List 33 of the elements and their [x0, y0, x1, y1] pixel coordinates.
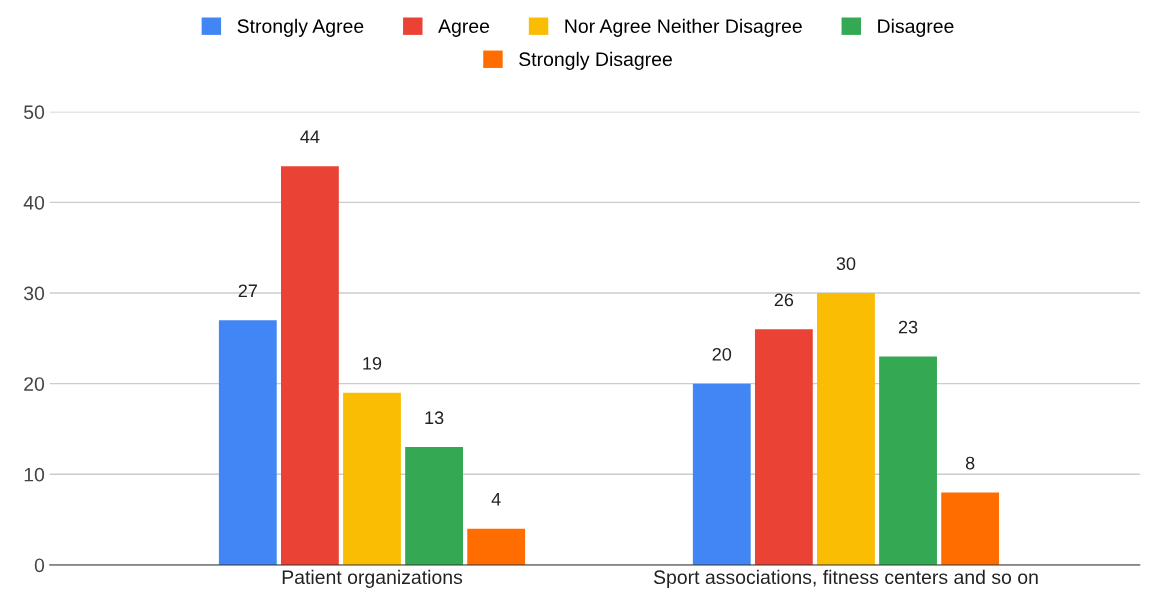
y-tick-label: 50 [24, 105, 45, 120]
data-label: 30 [836, 257, 856, 271]
legend-label: Agree [438, 19, 490, 37]
data-label: 19 [363, 356, 382, 370]
bar [754, 329, 813, 565]
y-tick-label: 20 [24, 377, 45, 391]
y-tick-label: 40 [23, 195, 45, 210]
bar [941, 492, 1000, 565]
legend-label: Nor Agree Neither Disagree [565, 18, 802, 37]
y-tick-label: 30 [23, 286, 45, 301]
legend-label: Strongly Disagree [519, 51, 672, 70]
x-tick-label: Sport associations, fitness centers and so on [653, 569, 1038, 588]
data-label: 8 [965, 456, 975, 470]
data-label: 4 [491, 493, 501, 506]
bar [405, 447, 463, 565]
x-tick-label: Patient organizations [282, 569, 463, 588]
data-label: 13 [425, 411, 444, 425]
data-label: 23 [898, 320, 918, 334]
y-tick-label: 0 [34, 558, 45, 573]
data-label: 27 [238, 284, 257, 298]
bar [467, 528, 526, 565]
bar [879, 356, 937, 565]
data-label: 26 [774, 293, 794, 307]
bar [218, 320, 277, 565]
data-label: 44 [300, 130, 320, 143]
bar [817, 293, 875, 565]
bar [343, 392, 401, 565]
y-tick-label: 10 [24, 467, 45, 482]
bar [692, 383, 751, 565]
legend-label: Strongly Agree [237, 18, 364, 37]
bar [281, 166, 339, 565]
legend-label: Disagree [878, 18, 954, 37]
data-label: 20 [712, 347, 732, 361]
